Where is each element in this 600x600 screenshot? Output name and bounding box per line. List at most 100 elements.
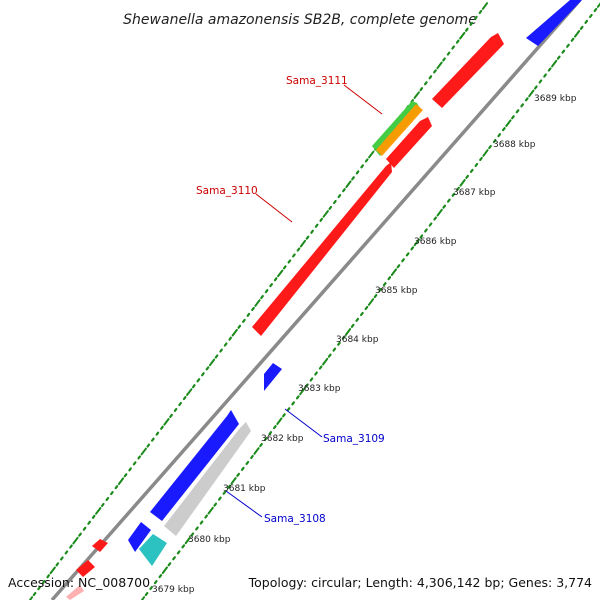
gene-arrow <box>128 522 151 552</box>
minor-tick <box>160 425 164 430</box>
major-tick <box>230 477 237 485</box>
minor-tick <box>199 520 204 525</box>
minor-tick <box>305 235 310 240</box>
accession-text: Accession: NC_008700 <box>8 575 150 590</box>
kbp-label: 3681 kbp <box>223 484 266 494</box>
minor-tick <box>520 103 525 108</box>
minor-tick <box>492 139 497 144</box>
minor-tick <box>91 514 96 519</box>
minor-tick <box>196 378 201 383</box>
minor-tick <box>373 294 378 299</box>
kbp-label: 3685 kbp <box>375 286 418 296</box>
major-tick <box>345 180 352 188</box>
kbp-label: 3684 kbp <box>336 335 379 345</box>
minor-tick <box>296 247 301 252</box>
minor-tick <box>204 514 208 519</box>
minor-tick <box>465 174 469 179</box>
major-tick <box>28 596 34 600</box>
minor-tick <box>318 365 323 370</box>
topology-text: Topology: circular; Length: 4,306,142 bp… <box>248 575 592 590</box>
major-tick <box>459 31 466 40</box>
minor-tick <box>543 73 547 78</box>
gene-sama-3109 <box>264 363 282 391</box>
minor-tick <box>178 401 182 406</box>
minor-tick <box>268 431 273 436</box>
gene-arrow <box>432 33 504 108</box>
major-tick <box>436 208 443 217</box>
minor-tick <box>433 69 437 74</box>
minor-tick <box>110 491 114 496</box>
minor-tick <box>100 502 105 507</box>
minor-tick <box>319 217 323 222</box>
callout-line-sama-3109 <box>284 408 323 438</box>
minor-tick <box>469 21 474 26</box>
minor-tick <box>155 431 160 436</box>
minor-tick <box>259 443 263 448</box>
minor-tick <box>579 25 584 30</box>
minor-tick <box>295 395 300 400</box>
outer-tick-ring <box>28 2 489 600</box>
major-tick <box>253 447 260 455</box>
major-tick <box>596 2 600 8</box>
minor-tick <box>260 295 264 300</box>
minor-tick <box>223 342 228 347</box>
minor-tick <box>314 371 318 376</box>
minor-tick <box>146 443 151 448</box>
major-tick <box>163 418 170 426</box>
gene-arrow <box>386 117 432 168</box>
minor-tick <box>273 277 278 282</box>
major-tick <box>322 357 329 366</box>
minor-tick <box>282 413 286 418</box>
minor-tick <box>333 200 337 205</box>
minor-tick <box>192 384 196 389</box>
minor-tick <box>176 550 181 555</box>
minor-tick <box>41 580 46 585</box>
minor-tick <box>59 556 64 561</box>
minor-tick <box>502 127 506 132</box>
minor-tick <box>511 115 515 120</box>
major-tick <box>161 566 168 574</box>
minor-tick <box>214 354 219 359</box>
minor-tick <box>269 283 273 288</box>
minor-tick <box>245 460 250 465</box>
minor-tick <box>341 335 346 340</box>
minor-tick <box>144 591 149 597</box>
major-tick <box>505 119 512 127</box>
gene-arrow <box>139 534 167 566</box>
minor-tick <box>350 323 355 328</box>
minor-tick <box>137 455 141 460</box>
minor-tick <box>158 574 163 579</box>
major-tick <box>413 91 420 99</box>
minor-tick <box>547 67 552 72</box>
callout-line-sama-3108 <box>225 490 263 518</box>
minor-tick <box>524 97 529 102</box>
minor-tick <box>251 306 255 311</box>
label-sama-3109: Sama_3109 <box>323 433 385 445</box>
minor-tick <box>87 520 92 525</box>
minor-tick <box>250 454 254 459</box>
minor-tick <box>488 145 492 150</box>
minor-tick <box>305 383 309 388</box>
major-tick <box>345 328 352 336</box>
label-sama-3108: Sama_3108 <box>264 513 326 525</box>
major-tick <box>140 447 147 456</box>
minor-tick <box>114 485 119 490</box>
minor-tick <box>355 170 360 175</box>
minor-tick <box>132 461 137 466</box>
major-tick <box>368 150 375 159</box>
minor-tick <box>237 324 242 329</box>
gene-callouts: Sama_3111 Sama_3110 Sama_3109 Sama_3108 <box>196 75 385 525</box>
minor-tick <box>123 473 128 478</box>
feature-orange <box>376 104 423 156</box>
kbp-label: 3682 kbp <box>261 434 304 444</box>
minor-tick <box>566 43 570 48</box>
kbp-label: 3680 kbp <box>188 535 231 545</box>
kbp-label: 3686 kbp <box>414 237 457 247</box>
minor-tick <box>382 282 387 287</box>
minor-tick <box>240 466 245 471</box>
minor-tick <box>283 265 287 270</box>
minor-tick <box>153 580 158 585</box>
minor-tick <box>314 223 319 228</box>
minor-tick <box>465 27 469 32</box>
major-tick <box>277 269 284 278</box>
